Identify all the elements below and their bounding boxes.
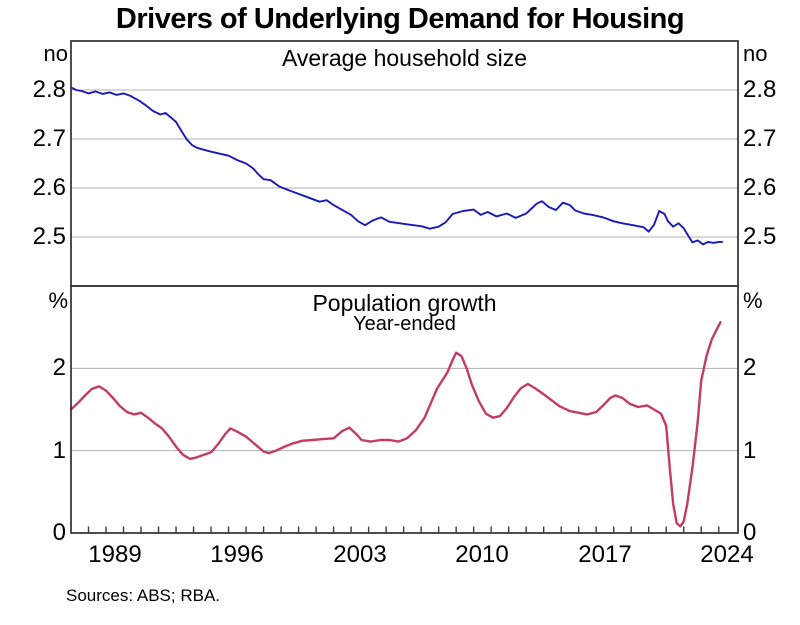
y-axis-label-right: 2	[743, 354, 757, 381]
y-axis-label-left: 2.5	[32, 223, 66, 250]
y-axis-label-left: 0	[52, 519, 66, 546]
y-axis-label-left: 1	[52, 437, 66, 464]
top-panel-title: Average household size	[281, 45, 528, 71]
y-axis-label-left: 2.7	[32, 125, 66, 152]
y-axis-label-right: 0	[743, 519, 757, 546]
top-left-unit-label: no	[43, 41, 68, 66]
y-axis-label-right: 1	[743, 437, 757, 464]
x-axis-label: 2003	[333, 541, 387, 568]
bottom-panel-frame	[70, 285, 739, 534]
household-size-line	[70, 86, 724, 246]
sources-note: Sources: ABS; RBA.	[66, 586, 221, 605]
y-axis-label-right: 2.5	[743, 223, 777, 250]
y-axis-label-right: 2.7	[743, 125, 777, 152]
x-axis-label: 1996	[210, 541, 264, 568]
bottom-panel-title: Population growth	[312, 290, 497, 316]
bottom-right-unit-label: %	[743, 288, 763, 313]
top-right-unit-label: no	[743, 41, 768, 66]
y-axis-label-left: 2	[52, 354, 66, 381]
x-axis-label: 2010	[455, 541, 509, 568]
y-axis-label-left: 2.8	[32, 76, 66, 103]
y-axis-label-right: 2.6	[743, 174, 777, 201]
y-axis-label-right: 2.8	[743, 76, 777, 103]
top-panel-frame	[70, 40, 739, 287]
y-axis-label-left: 2.6	[32, 174, 66, 201]
population-growth-line	[69, 321, 722, 528]
bottom-left-unit-label: %	[48, 288, 68, 313]
x-axis-label: 2017	[578, 541, 632, 568]
chart-title: Drivers of Underlying Demand for Housing	[115, 3, 685, 35]
bottom-panel-subtitle: Year-ended	[353, 313, 456, 335]
x-axis-label: 2024	[700, 541, 754, 568]
x-axis-label: 1989	[88, 541, 142, 568]
